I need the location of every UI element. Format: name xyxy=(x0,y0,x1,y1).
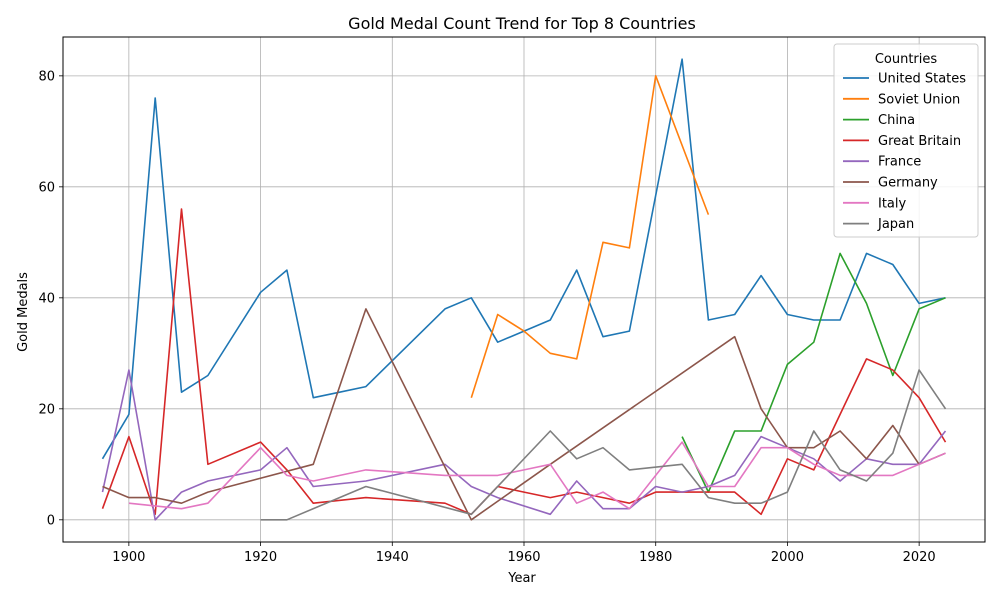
series-line-china xyxy=(681,252,946,493)
legend-label: United States xyxy=(878,72,966,87)
x-tick-label: 2020 xyxy=(903,550,936,565)
legend-label: Great Britain xyxy=(878,134,961,149)
x-tick-label: 2000 xyxy=(771,550,804,565)
y-tick-label: 40 xyxy=(38,291,55,306)
series-line-great-britain xyxy=(101,208,947,516)
legend-label: Soviet Union xyxy=(878,92,960,107)
x-tick-label: 1980 xyxy=(639,550,672,565)
legend-item-great-britain: Great Britain xyxy=(843,134,961,149)
legend-label: France xyxy=(878,155,921,170)
series-line-japan xyxy=(260,369,947,521)
y-tick-label: 0 xyxy=(47,513,55,528)
legend-item-germany: Germany xyxy=(843,176,938,191)
y-tick-label: 80 xyxy=(38,69,55,84)
y-axis-title: Gold Medals xyxy=(16,272,31,352)
x-axis-title: Year xyxy=(507,571,536,586)
legend-label: Japan xyxy=(877,217,914,232)
y-axis-ticks: 0 20 40 60 80 xyxy=(38,69,63,528)
legend-item-japan: Japan xyxy=(843,217,914,232)
grid xyxy=(63,37,985,542)
series-line-germany xyxy=(102,308,946,521)
legend-item-china: China xyxy=(843,113,915,128)
legend-item-soviet-union: Soviet Union xyxy=(843,92,960,107)
legend-box xyxy=(833,43,979,238)
chart-title: Gold Medal Count Trend for Top 8 Countri… xyxy=(348,14,696,33)
legend: Countries United States Soviet Union China… xyxy=(833,43,979,238)
y-tick-label: 20 xyxy=(38,402,55,417)
legend-label: China xyxy=(878,113,915,128)
legend-item-italy: Italy xyxy=(843,196,907,211)
x-tick-label: 1900 xyxy=(112,550,145,565)
legend-title: Countries xyxy=(875,52,938,67)
series-line-soviet-union xyxy=(470,75,710,398)
x-tick-label: 1940 xyxy=(376,550,409,565)
y-tick-label: 60 xyxy=(38,180,55,195)
legend-label: Germany xyxy=(878,176,938,191)
legend-item-united-states: United States xyxy=(843,72,966,87)
series-lines xyxy=(101,58,947,521)
x-axis-ticks: 1900 1920 1940 1960 1980 2000 2020 xyxy=(112,542,936,565)
x-tick-label: 1960 xyxy=(507,550,540,565)
x-tick-label: 1920 xyxy=(244,550,277,565)
legend-label: Italy xyxy=(878,196,907,211)
series-line-italy xyxy=(128,441,946,510)
legend-items: United States Soviet Union China Great Brit… xyxy=(843,72,966,232)
legend-item-france: France xyxy=(843,155,921,170)
series-line-united-states xyxy=(101,58,946,460)
